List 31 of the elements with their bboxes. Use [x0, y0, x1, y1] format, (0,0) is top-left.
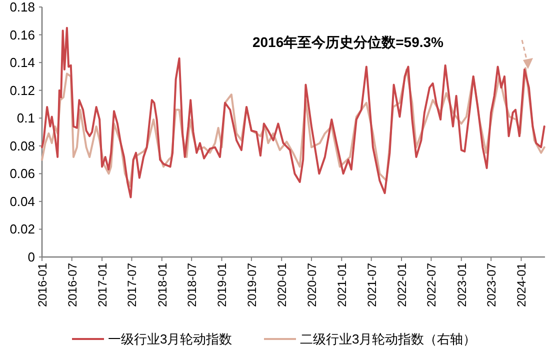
x-tick-label: 2017-01 [96, 262, 110, 308]
y-tick-label: 0 [28, 250, 35, 264]
y-tick-label: 0.12 [10, 82, 35, 98]
y-tick-label: 0.16 [10, 27, 35, 42]
annotation: 2016年至今历史分位数=59.3% [252, 34, 444, 50]
x-tick-label: 2019-01 [215, 262, 230, 308]
line-series [41, 26, 546, 198]
x-tick-label: 2022-07 [424, 262, 439, 308]
x-tick-label: 2023-07 [484, 262, 499, 308]
x-tick-label: 2016-07 [65, 262, 80, 308]
y-tick-label: 0.06 [10, 166, 35, 182]
x-tick-label: 2018-07 [185, 262, 200, 308]
y-tick-label: 0.18 [10, 0, 35, 14]
y-tick-label: 0.02 [10, 222, 35, 237]
x-tick-label: 2020-07 [304, 262, 319, 308]
x-tick-label: 2019-07 [244, 262, 259, 308]
y-tick-label: 0.14 [10, 55, 35, 70]
y-tick-label: 0.1 [16, 110, 35, 126]
x-tick-label: 2022-01 [394, 262, 409, 308]
x-tick-label: 2016-01 [36, 262, 50, 308]
x-tick-label: 2018-01 [155, 262, 170, 308]
x-tick-label: 2017-07 [125, 262, 140, 308]
legend-label: 二级行业3月轮动指数（右轴） [300, 332, 476, 346]
legend-label: 一级行业3月轮动指数 [108, 332, 232, 346]
x-tick-label: 2021-01 [335, 262, 350, 308]
y-tick-label: 0.08 [10, 138, 35, 154]
x-tick-label: 2024-01 [514, 262, 529, 308]
x-tick-label: 2021-07 [364, 262, 379, 308]
x-tick-label: 2023-01 [454, 262, 469, 308]
y-tick-label: 0.04 [10, 194, 35, 209]
x-tick-label: 2020-01 [275, 262, 290, 308]
